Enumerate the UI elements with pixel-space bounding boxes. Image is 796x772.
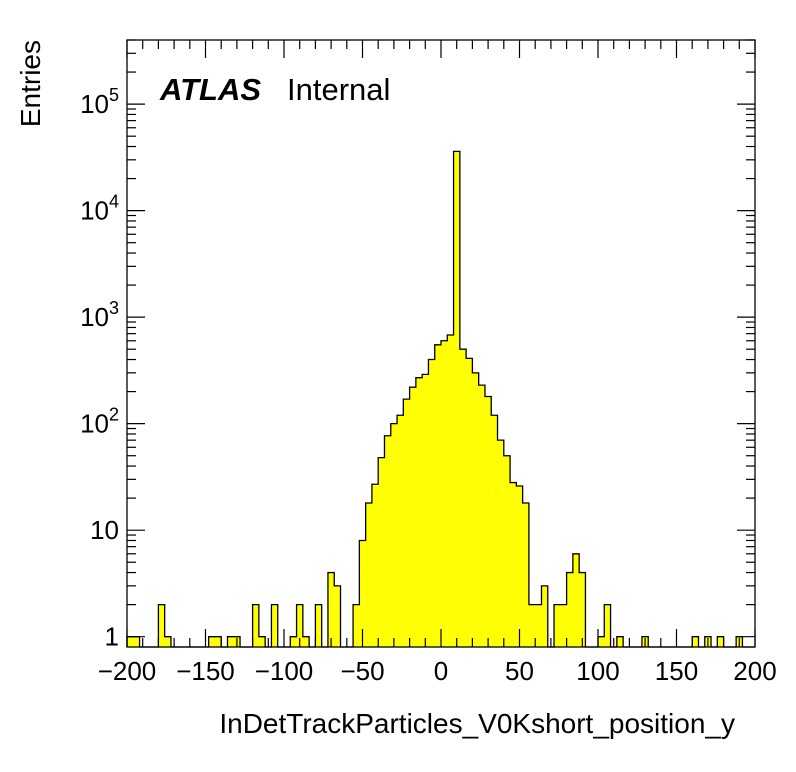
histogram-bar — [214, 636, 222, 647]
histogram-bar — [579, 572, 586, 647]
histogram-bar — [334, 585, 341, 647]
histogram-bar — [409, 387, 416, 647]
histogram-bar — [604, 604, 611, 647]
histogram-bar — [497, 440, 504, 647]
histogram-bar — [466, 358, 473, 647]
histogram-bar — [692, 636, 699, 647]
histogram-bar — [403, 399, 410, 647]
y-tick-label: 104 — [80, 192, 119, 226]
histogram-bar — [327, 572, 335, 647]
x-tick-labels: −200 −150 −100 −50 0 50 100 150 200 — [98, 656, 777, 686]
histogram-bar — [616, 636, 624, 647]
histogram-bar — [528, 604, 536, 647]
y-axis-title: Entries — [15, 40, 46, 127]
x-tick-label: −100 — [255, 656, 314, 686]
histogram-bar — [208, 636, 215, 647]
histogram-bar — [296, 604, 303, 647]
histogram-bar — [227, 636, 234, 647]
histogram-bar — [453, 151, 460, 647]
internal-label: Internal — [287, 72, 390, 107]
axis-ticks — [126, 39, 756, 647]
histogram-bar — [566, 572, 573, 647]
x-tick-label: −150 — [176, 656, 235, 686]
histogram-bar — [158, 604, 165, 647]
histogram-bar — [472, 372, 479, 647]
histogram-bar — [415, 377, 423, 647]
histogram-bar — [271, 604, 278, 647]
histogram-bar — [353, 604, 360, 647]
histogram-bar — [560, 604, 567, 647]
histogram-bar — [554, 604, 561, 647]
histogram-bar — [422, 374, 429, 647]
histogram-bar — [133, 636, 140, 647]
histogram-bars — [127, 151, 743, 647]
histogram-bar — [428, 359, 435, 647]
histogram-bar — [484, 396, 492, 647]
histogram-bar — [503, 455, 511, 647]
y-tick-label: 10 — [90, 515, 119, 545]
histogram-bar — [397, 415, 404, 647]
histogram-bar — [252, 604, 259, 647]
x-tick-label: 0 — [434, 656, 448, 686]
histogram-bar — [378, 457, 385, 647]
histogram-bar — [516, 485, 523, 647]
histogram-bar — [164, 636, 171, 647]
histogram-bar — [127, 636, 134, 647]
histogram-bar — [598, 636, 605, 647]
histogram-bar — [572, 553, 580, 647]
histogram-bar — [717, 636, 724, 647]
y-tick-labels: 1 10 102 103 104 105 — [80, 85, 119, 652]
histogram-bar — [290, 636, 297, 647]
y-tick-label: 102 — [80, 405, 119, 439]
histogram-bar — [535, 604, 542, 647]
histogram-bar — [522, 502, 529, 647]
histogram-bar — [302, 636, 310, 647]
y-tick-label: 1 — [105, 622, 119, 652]
y-tick-label: 103 — [80, 298, 119, 332]
x-tick-label: 50 — [505, 656, 534, 686]
histogram-bar — [459, 349, 467, 647]
histogram-bar — [390, 423, 398, 647]
histogram-bar — [441, 340, 448, 647]
x-tick-label: 150 — [655, 656, 698, 686]
histogram-bar — [371, 484, 379, 647]
x-axis-title: InDetTrackParticles_V0Kshort_position_y — [219, 708, 735, 739]
histogram-bar — [478, 385, 485, 647]
histogram-bar — [541, 585, 548, 647]
histogram-bar — [359, 540, 366, 647]
histogram-bar — [510, 482, 517, 647]
atlas-label: ATLAS — [159, 72, 261, 107]
histogram-bar — [434, 344, 441, 647]
x-tick-label: 100 — [576, 656, 619, 686]
histogram-bar — [365, 502, 372, 647]
histogram-bar — [258, 636, 266, 647]
x-tick-label: −50 — [340, 656, 384, 686]
y-tick-label: 105 — [80, 85, 119, 119]
x-tick-label: 200 — [733, 656, 776, 686]
x-tick-label: −200 — [98, 656, 157, 686]
histogram-bar — [315, 604, 322, 647]
histogram-bar — [447, 334, 454, 647]
histogram-bar — [384, 435, 391, 647]
histogram-bar — [491, 415, 498, 647]
